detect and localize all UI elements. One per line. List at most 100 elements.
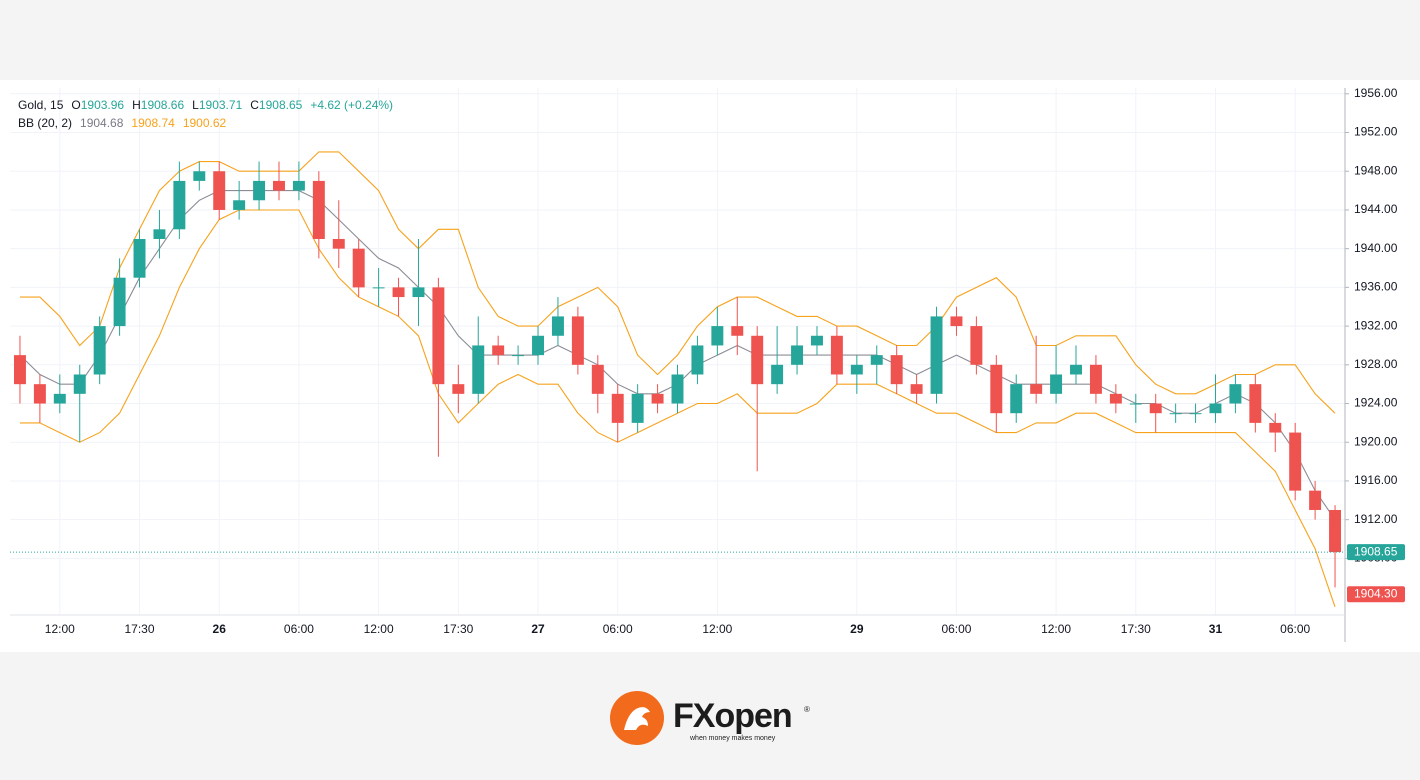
- x-tick-label: 12:00: [702, 622, 732, 636]
- candle-body: [133, 238, 146, 278]
- legend-text: L: [192, 98, 199, 112]
- candle-body: [811, 335, 823, 346]
- legend-text: H: [132, 98, 141, 112]
- candle-body: [1329, 509, 1342, 553]
- candle-body: [1149, 403, 1162, 414]
- candle-body: [830, 335, 843, 375]
- candle-body: [930, 316, 943, 394]
- chart-panel: [0, 80, 1420, 652]
- x-tick-label: 31: [1209, 622, 1223, 636]
- y-tick-label: 1948.00: [1354, 163, 1398, 177]
- legend-text: 1904.68: [80, 116, 124, 130]
- candle-body: [890, 355, 903, 385]
- y-tick-label: 1932.00: [1354, 318, 1398, 332]
- candle-body: [950, 316, 963, 327]
- candle-body: [13, 355, 26, 385]
- candle-body: [33, 384, 46, 404]
- candle-body: [432, 287, 445, 385]
- candle-body: [771, 364, 784, 385]
- registered: ®: [804, 705, 810, 714]
- legend-text: 1903.71: [199, 98, 243, 112]
- candle-body: [1249, 384, 1262, 423]
- x-tick-label: 27: [531, 622, 545, 636]
- candle-body: [213, 171, 226, 210]
- legend-text: C: [250, 98, 259, 112]
- candle-body: [53, 393, 66, 404]
- x-tick-label: 06:00: [941, 622, 971, 636]
- candle-body: [492, 345, 505, 356]
- x-tick-label: 06:00: [603, 622, 633, 636]
- candle-body: [651, 393, 664, 404]
- candle-body: [591, 364, 604, 394]
- y-tick-label: 1952.00: [1354, 125, 1398, 139]
- legend-text: 1900.62: [183, 116, 227, 130]
- candle-body: [392, 287, 405, 298]
- x-tick-label: 26: [213, 622, 227, 636]
- candle-body: [1010, 384, 1023, 414]
- plot: [10, 88, 1345, 615]
- candle-body: [273, 180, 285, 191]
- x-tick-label: 12:00: [45, 622, 75, 636]
- candle-body: [472, 345, 485, 394]
- candle-body: [1169, 413, 1182, 415]
- candle-body: [910, 384, 923, 394]
- candle-body: [1030, 384, 1043, 394]
- candle-body: [691, 345, 704, 375]
- legend-text: 1908.66: [141, 98, 185, 112]
- candle-body: [1070, 364, 1082, 375]
- x-tick-label: 17:30: [443, 622, 473, 636]
- candle-body: [73, 374, 86, 394]
- candle-body: [990, 364, 1003, 414]
- candle-body: [1289, 432, 1302, 491]
- last-price-label: 1908.65: [1354, 544, 1398, 558]
- candle-body: [372, 287, 385, 289]
- candle-body: [153, 229, 166, 239]
- candle-body: [751, 335, 764, 385]
- legend-text: O: [71, 98, 80, 112]
- logo: FXopen when money makes money ®: [610, 691, 810, 745]
- candle-body: [571, 316, 584, 365]
- candle-body: [1189, 413, 1202, 415]
- candle-body: [791, 345, 804, 365]
- candle-body: [1109, 393, 1122, 404]
- y-tick-label: 1912.00: [1354, 512, 1398, 526]
- candle-body: [850, 364, 863, 375]
- band-line: [20, 151, 1336, 414]
- candle-body: [731, 326, 744, 336]
- candle-body: [671, 374, 684, 404]
- x-tick-label: 12:00: [364, 622, 394, 636]
- candle-body: [512, 355, 525, 357]
- candle-body: [711, 326, 724, 346]
- x-tick-label: 17:30: [124, 622, 154, 636]
- last-price-box: [1347, 544, 1405, 561]
- x-tick-label: 06:00: [284, 622, 314, 636]
- brand: FXopen: [673, 697, 792, 735]
- legend-text: +4.62 (+0.24%): [310, 98, 393, 112]
- y-tick-label: 1936.00: [1354, 280, 1398, 294]
- candle-body: [1050, 374, 1063, 394]
- logo-glyph: [624, 707, 650, 730]
- y-tick-label: 1928.00: [1354, 357, 1398, 371]
- candle-body: [113, 277, 126, 327]
- candle-body: [551, 316, 564, 336]
- candle-body: [870, 355, 883, 365]
- candle-body: [1229, 384, 1242, 404]
- candle-body: [532, 335, 544, 356]
- candle-body: [452, 384, 465, 394]
- legend-text: Gold, 15: [18, 98, 64, 112]
- candle-body: [93, 326, 106, 375]
- x-tick-label: 06:00: [1280, 622, 1310, 636]
- legend-text: BB (20, 2): [18, 116, 72, 130]
- legend-text: 1903.96: [81, 98, 125, 112]
- candle-body: [233, 200, 246, 210]
- candle-body: [412, 287, 425, 298]
- legend-row: BB (20, 2) 1904.68 1908.74 1900.62: [18, 116, 227, 130]
- candle-body: [173, 180, 186, 230]
- x-tick-label: 17:30: [1121, 622, 1151, 636]
- y-tick-label: 1920.00: [1354, 434, 1398, 448]
- y-tick-label: 1940.00: [1354, 241, 1398, 255]
- tagline: when money makes money: [689, 735, 776, 742]
- legend-text: 1908.65: [259, 98, 303, 112]
- y-tick-label: 1956.00: [1354, 86, 1398, 100]
